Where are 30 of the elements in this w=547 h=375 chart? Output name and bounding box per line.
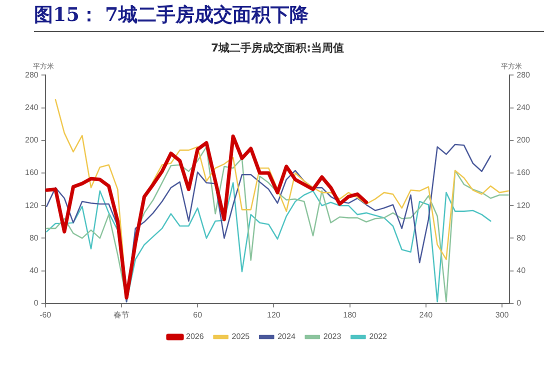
- y2-tick-label: 280: [516, 70, 531, 80]
- y-tick-label: 40: [29, 266, 39, 276]
- x-tick-label: 300: [495, 310, 510, 320]
- legend-label: 2022: [369, 332, 388, 342]
- x-tick-label: 春节: [113, 310, 130, 320]
- x-tick-label: -60: [40, 310, 52, 320]
- y-tick-label: 280: [24, 70, 39, 80]
- x-tick-label: 240: [419, 310, 434, 320]
- x-tick-label: 120: [267, 310, 281, 320]
- x-tick-label: 60: [193, 310, 203, 320]
- legend-label: 2025: [232, 332, 250, 342]
- x-tick-label: 180: [343, 310, 358, 320]
- y2-tick-label: 200: [516, 136, 531, 145]
- legend-label: 2023: [323, 332, 342, 342]
- chart-title: 图15： 7城二手房成交面积下降: [34, 2, 544, 32]
- legend-label: 2026: [186, 332, 204, 342]
- y-tick-label: 240: [24, 103, 39, 112]
- y-tick-label: 0: [34, 298, 39, 308]
- y2-tick-label: 240: [516, 103, 531, 112]
- y2-tick-label: 160: [516, 168, 531, 178]
- chart-subtitle: 7城二手房成交面积:当周值: [210, 41, 344, 54]
- y-tick-label: 80: [29, 233, 39, 242]
- y2-tick-label: 120: [516, 200, 531, 210]
- y-tick-label: 120: [24, 200, 39, 210]
- y2-tick-label: 0: [516, 298, 522, 308]
- y-tick-label: 160: [24, 168, 39, 178]
- legend-label: 2024: [278, 332, 296, 342]
- y-tick-label: 200: [24, 136, 39, 145]
- y2-tick-label: 80: [516, 233, 526, 242]
- y2-tick-label: 40: [516, 266, 526, 276]
